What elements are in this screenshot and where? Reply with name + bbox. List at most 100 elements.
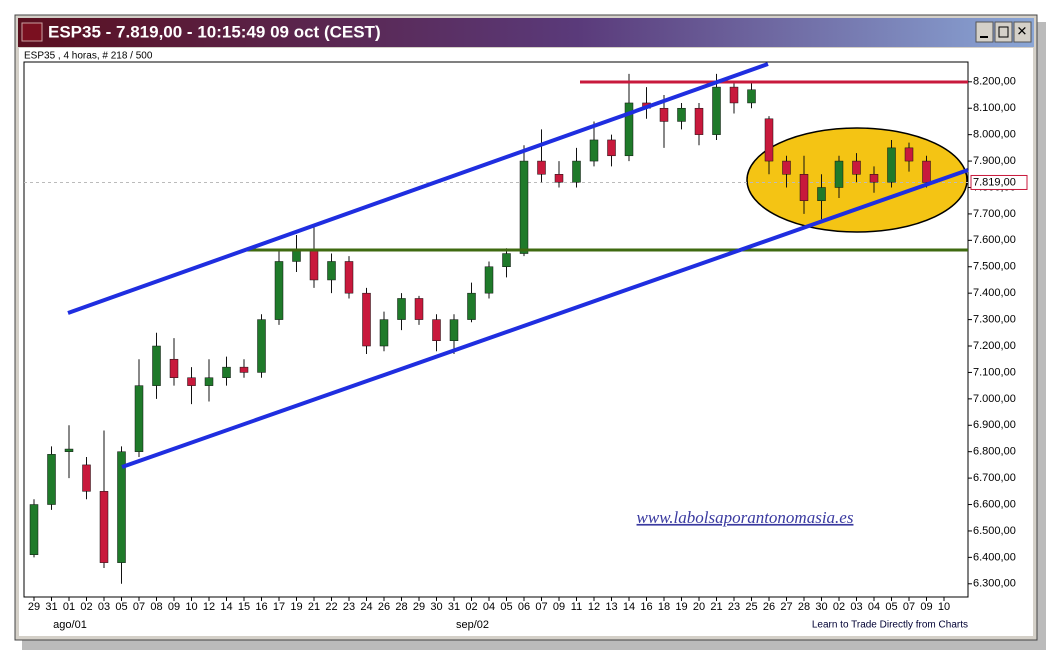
candle-body (922, 160, 931, 183)
watermark[interactable]: www.labolsaporantonomasia.es (637, 508, 854, 527)
x-tick-label: 27 (780, 601, 792, 613)
candle-body (852, 160, 861, 175)
candle-body (747, 89, 756, 104)
candle-body (152, 345, 161, 386)
restore-icon (998, 26, 1009, 38)
x-tick-label: 01 (63, 601, 75, 613)
candle-body (484, 266, 494, 294)
y-tick-label: 7.500,00 (973, 261, 1016, 273)
x-tick-label: 11 (571, 601, 582, 613)
candle-body (29, 504, 39, 555)
candle-body (99, 491, 109, 563)
app-icon (21, 22, 43, 42)
restore-button[interactable] (994, 21, 1013, 43)
minimize-button[interactable] (975, 21, 994, 43)
y-tick-label: 6.700,00 (973, 472, 1016, 484)
x-tick-label: 29 (28, 601, 40, 613)
x-tick-label: 09 (920, 601, 932, 613)
candle-body (624, 102, 634, 157)
x-tick-label: 02 (80, 601, 92, 613)
close-button[interactable] (1013, 21, 1032, 43)
x-tick-label: 02 (465, 601, 477, 613)
y-tick-label: 6.400,00 (973, 551, 1016, 563)
candle-body (729, 86, 739, 104)
x-tick-label: 21 (308, 601, 320, 613)
chart-subtitle: ESP35 , 4 horas, # 218 / 500 (24, 51, 153, 62)
y-tick-label: 8.100,00 (973, 102, 1016, 114)
candle-body (659, 107, 669, 122)
candle-body (82, 464, 91, 492)
candle-body (47, 454, 56, 505)
y-tick-label: 6.300,00 (973, 578, 1016, 590)
candle-body (64, 448, 74, 452)
candle-body (239, 366, 249, 373)
candle-body (589, 139, 599, 162)
candle-body (309, 250, 319, 281)
candle-body (204, 377, 214, 386)
y-tick-label: 7.900,00 (973, 155, 1016, 167)
candle-body (432, 319, 441, 341)
candle-body (379, 319, 389, 347)
y-tick-label: 6.600,00 (973, 498, 1016, 510)
x-tick-label: 09 (553, 601, 565, 613)
x-tick-label: 02 (833, 601, 845, 613)
x-tick-label: 05 (115, 601, 127, 613)
candle-body (834, 160, 844, 188)
x-tick-label: 06 (518, 601, 530, 613)
close-icon: ✕ (1017, 23, 1028, 38)
window-title: ESP35 - 7.819,00 - 10:15:49 09 oct (CEST… (48, 22, 381, 41)
y-tick-label: 8.200,00 (973, 76, 1016, 88)
y-tick-label: 7.200,00 (973, 340, 1016, 352)
x-tick-label: 03 (850, 601, 862, 613)
x-tick-label: 09 (168, 601, 180, 613)
last-price-box (970, 174, 1028, 190)
y-tick-label: 6.900,00 (973, 419, 1016, 431)
x-tick-label: 10 (185, 601, 197, 613)
lower-trend-line (121, 168, 969, 469)
candle-body (607, 139, 616, 157)
x-tick-label: 17 (273, 601, 285, 613)
candle-body (257, 319, 266, 373)
upper-trend-line (67, 62, 769, 315)
x-tick-label: 22 (325, 601, 337, 613)
month-label: sep/02 (456, 619, 489, 631)
x-tick-label: 16 (640, 601, 652, 613)
x-tick-label: 07 (903, 601, 915, 613)
candle-body (187, 377, 196, 386)
x-tick-label: 07 (535, 601, 547, 613)
x-tick-label: 05 (885, 601, 897, 613)
candle-body (169, 358, 179, 378)
x-tick-label: 20 (693, 601, 705, 613)
candle-body (502, 253, 511, 268)
x-tick-label: 08 (150, 601, 162, 613)
x-tick-label: 21 (710, 601, 722, 613)
y-tick-label: 7.300,00 (973, 313, 1016, 325)
candle-body (764, 118, 774, 162)
x-tick-label: 12 (588, 601, 600, 613)
candle-body (554, 174, 564, 183)
x-tick-label: 24 (360, 601, 372, 613)
x-tick-label: 30 (430, 601, 442, 613)
x-tick-label: 05 (500, 601, 512, 613)
x-tick-label: 15 (238, 601, 250, 613)
x-tick-label: 25 (745, 601, 757, 613)
x-tick-label: 31 (45, 601, 57, 613)
candle-body (362, 292, 371, 347)
y-tick-label: 7.700,00 (973, 208, 1016, 220)
candle-body (117, 451, 126, 563)
x-tick-label: 07 (133, 601, 145, 613)
footnote[interactable]: Learn to Trade Directly from Charts (812, 620, 968, 631)
x-tick-label: 04 (868, 601, 880, 613)
y-tick-label: 6.800,00 (973, 446, 1016, 458)
candle-body (537, 160, 546, 175)
x-tick-label: 18 (658, 601, 670, 613)
candle-body (397, 298, 406, 320)
x-tick-label: 03 (98, 601, 110, 613)
candle-body (677, 107, 686, 122)
y-tick-label: 7.600,00 (973, 234, 1016, 246)
candle-body (694, 107, 704, 135)
candle-body (519, 160, 529, 254)
candle-body (904, 147, 914, 162)
